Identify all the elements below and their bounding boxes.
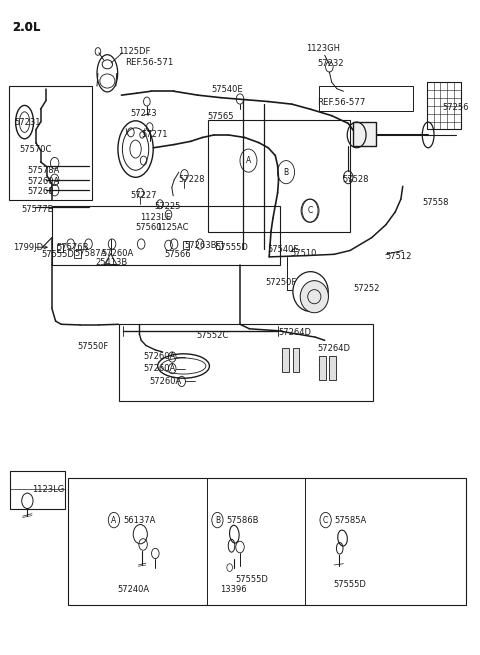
Bar [68,477,466,605]
Text: REF.56-577: REF.56-577 [318,98,366,107]
Text: 25413B: 25413B [95,257,127,267]
Bar [9,86,92,200]
Bar [208,120,350,233]
Text: B: B [284,168,288,177]
Text: 57263B: 57263B [184,241,217,250]
Text: 57512: 57512 [386,252,412,261]
Text: 57510: 57510 [291,248,317,257]
Text: REF.56-571: REF.56-571 [125,58,173,67]
Bar [74,250,81,258]
Text: 57268: 57268 [27,187,54,196]
Text: 57227: 57227 [131,191,157,200]
Text: 57250F: 57250F [266,278,297,287]
Text: 57260A: 57260A [144,352,176,361]
Text: 57228: 57228 [179,176,205,184]
Text: 57260A: 57260A [144,364,176,373]
Text: 57585A: 57585A [334,515,366,525]
Text: C: C [323,515,328,525]
Text: 57540E: 57540E [212,86,243,94]
Bar [182,242,189,249]
Text: 1123LG: 1123LG [32,485,64,494]
Text: 1123LE: 1123LE [140,213,171,221]
Bar [427,83,461,128]
Bar [10,472,65,489]
Text: 57586B: 57586B [226,515,258,525]
Text: 2.0L: 2.0L [12,20,40,33]
Bar [319,356,325,380]
Bar [329,356,336,380]
Text: 57577B: 57577B [21,205,54,214]
Text: 57555D: 57555D [235,574,268,584]
Text: 57558: 57558 [422,198,449,207]
Ellipse shape [300,280,328,312]
Bar [319,86,413,111]
Text: 1799JD: 1799JD [13,244,43,252]
Text: 57256: 57256 [442,103,469,112]
Text: 57232: 57232 [318,58,344,67]
Text: 57271: 57271 [141,130,168,140]
Text: 57555D: 57555D [333,580,366,589]
Text: 57565: 57565 [207,113,234,121]
Text: 57264D: 57264D [318,343,350,352]
Text: C: C [308,206,313,215]
Text: 1125DF: 1125DF [118,47,150,56]
Text: A: A [111,515,117,525]
Text: 13396: 13396 [220,585,247,594]
Text: 57225: 57225 [155,202,181,212]
Text: 57231: 57231 [14,118,41,126]
Text: 57260A: 57260A [101,248,133,257]
Bar [10,472,65,508]
Bar [52,206,280,265]
Text: 1125AC: 1125AC [156,223,189,232]
Text: 57252: 57252 [353,284,379,293]
Bar [353,122,376,147]
Text: 57552C: 57552C [197,331,229,340]
Text: 57587A: 57587A [74,249,107,258]
Text: 57566: 57566 [165,250,192,259]
Text: 2.0L: 2.0L [12,20,40,33]
Bar [119,324,372,402]
Text: 57550F: 57550F [78,343,109,351]
Text: 57540E: 57540E [267,245,299,253]
Bar [293,348,299,373]
Text: 57240A: 57240A [118,585,150,594]
Text: 57260A: 57260A [27,177,60,185]
Text: B: B [215,515,220,525]
Text: 57528: 57528 [343,176,369,184]
Text: 57576B: 57576B [57,243,89,252]
Text: 56137A: 56137A [123,515,156,525]
Text: 1123GH: 1123GH [306,44,340,53]
Text: 57570C: 57570C [19,145,51,153]
Text: 57578A: 57578A [27,166,60,175]
Text: 57260A: 57260A [150,377,182,386]
Text: 57264D: 57264D [278,328,312,337]
Text: 57273: 57273 [131,109,157,119]
Bar [57,244,63,252]
Text: 57555D: 57555D [41,250,74,259]
Bar [216,242,222,249]
Text: 57560: 57560 [135,223,162,232]
Text: A: A [246,156,251,165]
Bar [282,348,289,373]
Text: 57555D: 57555D [216,243,249,252]
